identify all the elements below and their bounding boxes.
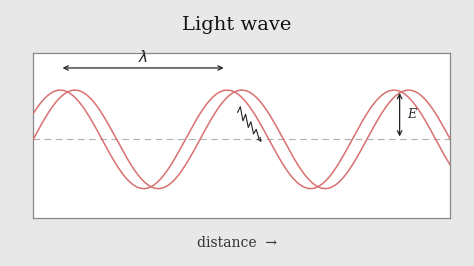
Text: E: E — [408, 108, 417, 121]
Text: distance  →: distance → — [197, 236, 277, 250]
Text: $\lambda$: $\lambda$ — [138, 49, 148, 65]
Text: Light wave: Light wave — [182, 16, 292, 34]
